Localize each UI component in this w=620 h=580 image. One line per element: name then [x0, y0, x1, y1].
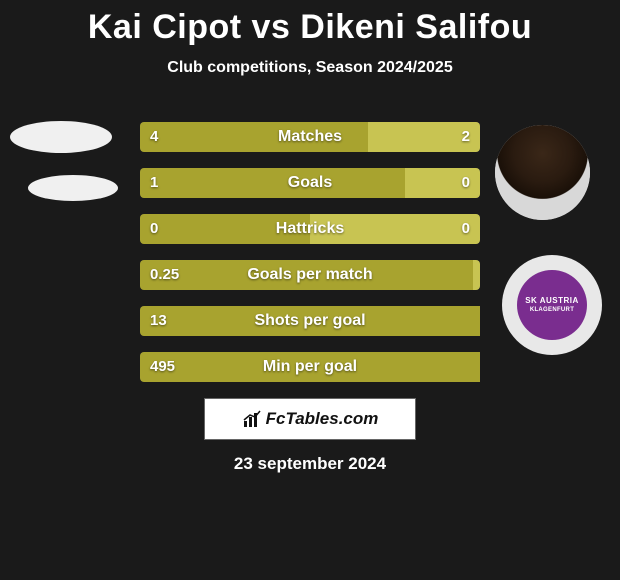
subtitle: Club competitions, Season 2024/2025: [0, 59, 620, 77]
stat-value-left: 1: [150, 168, 158, 198]
date-label: 23 september 2024: [0, 454, 620, 474]
stats-container: 4 Matches 2 1 Goals 0 0 Hattricks 0 0.25 Goals per…: [140, 122, 480, 398]
stat-row: 0 Hattricks 0: [140, 214, 480, 244]
stat-label: Min per goal: [263, 352, 357, 382]
stat-row: 495 Min per goal: [140, 352, 480, 382]
stat-value-right: 0: [462, 214, 470, 244]
stat-value-right: 2: [462, 122, 470, 152]
stat-value-left: 495: [150, 352, 175, 382]
stat-value-left: 0: [150, 214, 158, 244]
stat-value-left: 4: [150, 122, 158, 152]
stat-label: Shots per goal: [254, 306, 365, 336]
stat-row: 0.25 Goals per match: [140, 260, 480, 290]
stat-label: Goals: [288, 168, 332, 198]
stat-value-right: 0: [462, 168, 470, 198]
badge-text-2: KLAGENFURT: [530, 307, 574, 314]
stat-value-left: 0.25: [150, 260, 179, 290]
stat-value-left: 13: [150, 306, 167, 336]
stat-label: Hattricks: [276, 214, 344, 244]
stat-row: 4 Matches 2: [140, 122, 480, 152]
stat-label: Matches: [278, 122, 342, 152]
fctables-logo: FcTables.com: [204, 398, 416, 440]
player-right-avatar: [495, 125, 590, 220]
stat-label: Goals per match: [247, 260, 372, 290]
stat-fill-right: [473, 260, 480, 290]
stat-row: 1 Goals 0: [140, 168, 480, 198]
chart-icon: [242, 409, 262, 429]
page-title: Kai Cipot vs Dikeni Salifou: [0, 0, 620, 47]
player-left-avatar: [8, 115, 113, 220]
logo-text: FcTables.com: [266, 409, 379, 429]
team-badge: SK AUSTRIA KLAGENFURT: [502, 255, 602, 355]
stat-fill-left: [140, 168, 405, 198]
stat-row: 13 Shots per goal: [140, 306, 480, 336]
badge-text-1: SK AUSTRIA: [525, 297, 579, 306]
